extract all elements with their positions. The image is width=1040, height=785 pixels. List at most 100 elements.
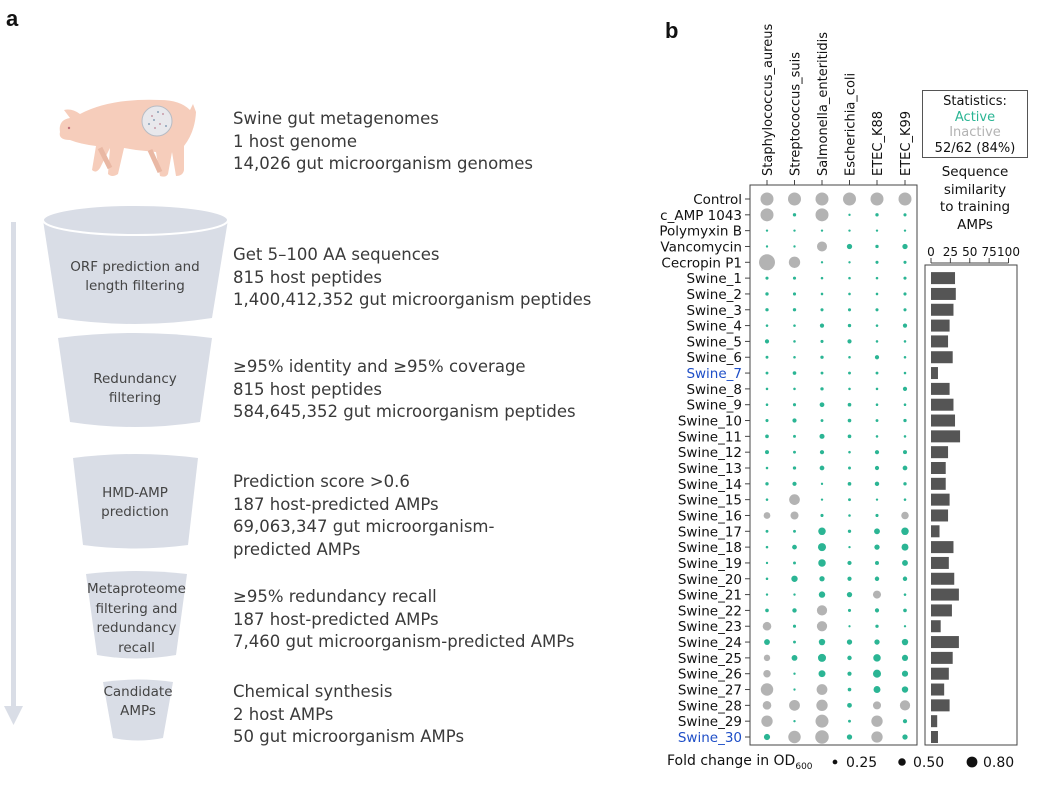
similarity-bar bbox=[931, 541, 954, 554]
data-dot bbox=[792, 308, 797, 312]
data-dot bbox=[847, 702, 852, 708]
data-dot bbox=[788, 256, 801, 268]
statistics-summary: 52/62 (84%) bbox=[934, 140, 1016, 156]
similarity-bar bbox=[931, 715, 938, 728]
data-dot bbox=[765, 324, 769, 327]
data-dot bbox=[898, 192, 912, 206]
funnel-step-3 bbox=[73, 454, 198, 549]
description-line: 1,400,412,352 gut microorganism peptides bbox=[233, 290, 592, 309]
data-dot bbox=[848, 545, 851, 549]
data-dot bbox=[875, 513, 879, 518]
data-dot bbox=[789, 494, 800, 505]
data-dot bbox=[792, 608, 797, 613]
data-dot bbox=[792, 466, 797, 470]
size-legend-label: 0.25 bbox=[846, 755, 877, 771]
description-line: 50 gut microorganism AMPs bbox=[233, 727, 465, 746]
data-dot bbox=[902, 576, 908, 581]
data-dot bbox=[875, 213, 879, 217]
data-dot bbox=[874, 576, 880, 581]
data-dot bbox=[875, 403, 879, 406]
similarity-bar bbox=[931, 509, 949, 522]
statistics-box: Statistics: Active Inactive 52/62 (84%) bbox=[922, 90, 1028, 158]
data-dot bbox=[902, 734, 908, 740]
data-dot bbox=[761, 715, 773, 727]
description-line: ≥95% identity and ≥95% coverage bbox=[233, 357, 526, 376]
panel-b-label: b bbox=[665, 18, 679, 43]
data-dot bbox=[765, 434, 769, 439]
funnel-label-line: redundancy bbox=[96, 620, 177, 636]
data-dot bbox=[848, 213, 851, 216]
data-dot bbox=[847, 529, 852, 533]
description-line: Get 5–100 AA sequences bbox=[233, 245, 440, 264]
data-dot bbox=[874, 355, 880, 360]
x-tick-label: Escherichia_coli bbox=[844, 73, 859, 176]
data-dot bbox=[847, 481, 852, 486]
y-tick-label: Vancomycin bbox=[660, 239, 742, 255]
similarity-bar bbox=[931, 636, 959, 649]
data-dot bbox=[843, 192, 856, 206]
data-dot bbox=[818, 591, 826, 598]
y-tick-label: Swine_24 bbox=[678, 635, 742, 651]
funnel-step-1 bbox=[42, 204, 229, 324]
x-tick-label: ETEC_K99 bbox=[899, 111, 914, 176]
data-dot bbox=[763, 512, 771, 519]
data-dot bbox=[848, 229, 851, 232]
funnel-label-line: prediction bbox=[101, 504, 169, 520]
y-tick-label: Swine_27 bbox=[678, 683, 742, 699]
data-dot bbox=[847, 608, 852, 612]
similarity-bar bbox=[931, 556, 949, 569]
y-tick-label: Swine_17 bbox=[678, 524, 742, 540]
data-dot bbox=[903, 276, 907, 280]
step-4-description: ≥95% redundancy recall 187 host-predicte… bbox=[233, 586, 575, 654]
data-dot bbox=[846, 243, 853, 250]
data-dot bbox=[762, 701, 772, 710]
data-dot bbox=[793, 672, 796, 675]
funnel-label-line: Redundancy bbox=[93, 371, 177, 387]
description-line: ≥95% redundancy recall bbox=[233, 587, 437, 606]
data-dot bbox=[874, 450, 880, 455]
size-legend-dot bbox=[966, 756, 978, 768]
bar-axis-tick-label: 25 bbox=[943, 245, 958, 259]
data-dot bbox=[875, 229, 879, 232]
funnel-step-5 bbox=[103, 679, 173, 741]
y-tick-label: Swine_23 bbox=[678, 619, 742, 635]
similarity-bar bbox=[931, 367, 938, 380]
data-dot bbox=[759, 254, 775, 271]
data-dot bbox=[874, 608, 880, 613]
data-dot bbox=[875, 498, 879, 501]
y-tick-label: Swine_8 bbox=[686, 382, 742, 398]
pipeline-graphic bbox=[4, 99, 229, 741]
legend-active: Active bbox=[954, 109, 996, 125]
data-dot bbox=[903, 625, 907, 628]
data-dot bbox=[764, 339, 770, 344]
y-tick-label: Swine_26 bbox=[678, 667, 742, 683]
y-tick-label: Swine_13 bbox=[678, 461, 742, 477]
data-dot bbox=[847, 655, 852, 661]
description-line: 187 host-predicted AMPs bbox=[233, 494, 439, 514]
data-dot bbox=[875, 324, 879, 327]
y-tick-label: Swine_29 bbox=[678, 714, 742, 730]
data-dot bbox=[816, 605, 828, 616]
data-dot bbox=[765, 245, 769, 248]
data-dot bbox=[818, 559, 826, 567]
source-description: Swine gut metagenomes 1 host genome 14,0… bbox=[233, 108, 533, 176]
data-dot bbox=[847, 687, 852, 692]
data-dot bbox=[793, 229, 796, 232]
data-dot bbox=[874, 481, 880, 487]
funnel-step-2 bbox=[58, 333, 212, 427]
title-line: similarity bbox=[943, 181, 1007, 198]
similarity-title: Sequence similarity to training AMPs bbox=[922, 164, 1028, 234]
data-dot bbox=[902, 465, 908, 471]
data-dot bbox=[793, 340, 796, 343]
x-tick-label: Streptococcus_suis bbox=[789, 52, 804, 176]
similarity-bar bbox=[931, 699, 950, 712]
similarity-bar bbox=[931, 351, 953, 364]
data-dot bbox=[903, 355, 907, 359]
data-dot bbox=[848, 387, 851, 391]
data-dot bbox=[848, 276, 851, 280]
data-dot bbox=[820, 513, 824, 518]
description-line: 14,026 gut microorganism genomes bbox=[233, 154, 533, 173]
data-dot bbox=[792, 403, 797, 407]
similarity-bar bbox=[931, 477, 946, 490]
size-legend-dot bbox=[832, 759, 838, 765]
